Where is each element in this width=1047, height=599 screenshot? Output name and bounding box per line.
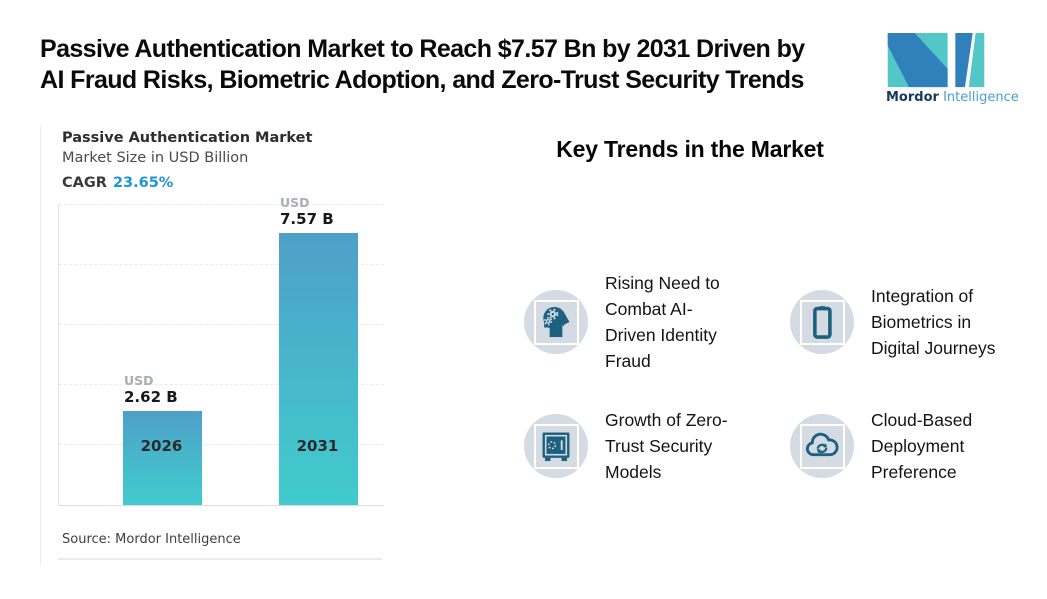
trend-item-cloud: Cloud-Based Deployment Preference — [790, 407, 972, 485]
gridline — [59, 324, 384, 325]
bar-value-label-2026: USD 2.62 B — [124, 373, 178, 406]
chart-bottom-divider — [58, 558, 382, 560]
trend-text-line: Models — [605, 462, 662, 482]
bar-amount-2026: 2.62 B — [124, 387, 178, 406]
left-panel-divider — [40, 125, 41, 565]
bar-column-2031: USD 7.57 B — [279, 195, 358, 505]
chart-title: Passive Authentication Market — [62, 130, 313, 146]
trend-text-line: Rising Need to — [605, 273, 720, 293]
page-title-line-2: AI Fraud Risks, Biometric Adoption, and … — [40, 66, 804, 94]
bar-chart-plot-area: USD 2.62 B USD 7.57 B — [58, 195, 384, 506]
trend-text-line: Trust Security — [605, 436, 713, 456]
logo-word-intelligence: Intelligence — [943, 90, 1019, 105]
page-title-line-1: Passive Authentication Market to Reach $… — [40, 35, 805, 63]
trend-item-ai-fraud: Rising Need to Combat AI- Driven Identit… — [524, 270, 720, 374]
trend-text-line: Digital Journeys — [871, 338, 996, 358]
trend-text-line: Integration of — [871, 286, 974, 306]
trend-text: Growth of Zero- Trust Security Models — [605, 407, 728, 485]
gridline — [59, 204, 384, 205]
bar-column-2026: USD 2.62 B — [123, 373, 202, 505]
key-trends-heading: Key Trends in the Market — [556, 136, 824, 162]
trend-text-line: Driven Identity — [605, 325, 717, 345]
trend-text-line: Fraud — [605, 351, 651, 371]
smartphone-icon — [813, 306, 832, 339]
logo-word-mordor: Mordor — [886, 90, 939, 105]
gridline — [59, 384, 384, 385]
trend-text-line: Biometrics in — [871, 312, 972, 332]
trend-text: Integration of Biometrics in Digital Jou… — [871, 283, 996, 361]
bar-currency-2031: USD — [280, 195, 310, 211]
trend-item-zero-trust: Growth of Zero- Trust Security Models — [524, 407, 728, 485]
trend-item-biometrics: Integration of Biometrics in Digital Jou… — [790, 283, 996, 361]
cagr-value: 23.65% — [112, 175, 174, 191]
trend-badge — [524, 290, 588, 354]
page-title: Passive Authentication Market to Reach $… — [40, 34, 805, 96]
trend-badge — [790, 414, 854, 478]
safe-vault-icon — [542, 432, 570, 462]
bar-currency-2026: USD — [124, 373, 154, 389]
source-note: Source: Mordor Intelligence — [62, 532, 241, 547]
logo-wordmark: Mordor Intelligence — [886, 90, 1019, 105]
bar-2031 — [279, 233, 358, 505]
trend-text: Cloud-Based Deployment Preference — [871, 407, 972, 485]
trend-badge — [524, 414, 588, 478]
chart-subtitle: Market Size in USD Billion — [62, 150, 249, 166]
mordor-intelligence-logo: Mordor Intelligence — [886, 33, 1019, 105]
trend-text-line: Cloud-Based — [871, 410, 973, 430]
mordor-logo-mark-icon — [887, 33, 985, 88]
gridline — [59, 264, 384, 265]
trend-badge — [790, 290, 854, 354]
trend-text-line: Combat AI- — [605, 299, 693, 319]
trend-text-line: Growth of Zero- — [605, 410, 728, 430]
icon-frame — [533, 423, 579, 469]
cagr-label: CAGR — [62, 175, 107, 191]
bar-amount-2031: 7.57 B — [280, 209, 334, 228]
bar-2026 — [123, 411, 202, 505]
cloud-sync-icon — [805, 432, 839, 457]
icon-frame — [533, 299, 579, 345]
icon-frame — [799, 423, 845, 469]
trend-text-line: Preference — [871, 462, 957, 482]
trend-text-line: Deployment — [871, 436, 965, 456]
icon-frame — [799, 299, 845, 345]
bar-value-label-2031: USD 7.57 B — [280, 195, 334, 228]
x-axis-label-2026: 2026 — [140, 437, 183, 455]
gridline — [59, 444, 384, 445]
x-axis-label-2031: 2031 — [296, 437, 339, 455]
ai-head-gears-icon — [543, 306, 570, 338]
cagr-row: CAGR 23.65% — [62, 175, 173, 191]
trend-text: Rising Need to Combat AI- Driven Identit… — [605, 270, 720, 374]
